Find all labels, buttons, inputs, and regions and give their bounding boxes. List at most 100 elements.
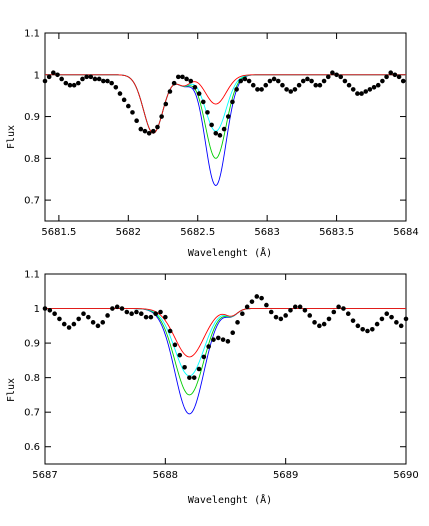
y-tick-label: 1 bbox=[34, 70, 40, 81]
observed-point bbox=[206, 344, 211, 349]
observed-point bbox=[345, 311, 351, 317]
observed-point bbox=[113, 85, 119, 90]
y-tick-label: 0.8 bbox=[24, 154, 40, 165]
observed-point bbox=[273, 314, 279, 320]
observed-point bbox=[288, 307, 293, 313]
observed-point bbox=[121, 97, 127, 103]
observed-point bbox=[244, 304, 250, 310]
observed-point bbox=[296, 82, 302, 88]
observed-point bbox=[196, 366, 202, 372]
observed-point bbox=[51, 70, 56, 75]
observed-point bbox=[384, 74, 389, 80]
observed-point bbox=[263, 82, 269, 88]
observed-point bbox=[196, 91, 202, 96]
observed-point bbox=[46, 74, 52, 80]
y-tick-label: 0.9 bbox=[24, 339, 40, 350]
observed-point bbox=[177, 352, 183, 358]
observed-point bbox=[66, 325, 72, 330]
observed-point bbox=[187, 375, 192, 380]
observed-point bbox=[350, 318, 356, 323]
observed-point bbox=[148, 314, 154, 320]
observed-point bbox=[355, 323, 361, 329]
observed-point bbox=[278, 316, 284, 322]
observed-point bbox=[235, 320, 240, 325]
observed-point bbox=[220, 337, 226, 342]
observed-point bbox=[313, 82, 319, 88]
observed-point bbox=[292, 304, 298, 310]
observed-point bbox=[52, 311, 57, 317]
observed-point bbox=[55, 72, 60, 78]
observed-point bbox=[92, 76, 98, 82]
observed-point bbox=[230, 99, 235, 105]
observed-point bbox=[280, 82, 285, 88]
observed-point bbox=[155, 124, 160, 130]
observed-point bbox=[398, 323, 404, 329]
observed-point bbox=[249, 299, 255, 304]
x-tick-label: 5689 bbox=[273, 470, 298, 481]
observed-point bbox=[167, 328, 173, 334]
observed-point bbox=[182, 364, 187, 370]
observed-point bbox=[163, 101, 169, 107]
observed-point bbox=[159, 114, 164, 119]
observed-point bbox=[321, 78, 327, 84]
observed-point bbox=[375, 82, 381, 88]
observed-point bbox=[246, 78, 252, 84]
observed-point bbox=[336, 304, 341, 310]
observed-point bbox=[200, 99, 206, 105]
observed-point bbox=[76, 80, 81, 86]
observed-point bbox=[81, 311, 86, 317]
y-tick-label: 1 bbox=[34, 304, 40, 315]
x-tick-label: 5687 bbox=[32, 470, 57, 481]
observed-point bbox=[105, 78, 110, 84]
observed-point bbox=[86, 314, 91, 320]
observed-point bbox=[388, 70, 394, 75]
observed-point bbox=[76, 316, 81, 322]
observed-point bbox=[134, 309, 139, 315]
observed-point bbox=[264, 302, 269, 308]
observed-point bbox=[365, 328, 370, 334]
observed-point bbox=[371, 85, 377, 90]
observed-point bbox=[57, 316, 62, 322]
observed-point bbox=[96, 76, 102, 82]
observed-point bbox=[61, 321, 67, 327]
observed-point bbox=[275, 78, 281, 84]
observed-point bbox=[158, 309, 163, 315]
y-axis-label-top: Flux bbox=[6, 125, 17, 149]
observed-point bbox=[213, 130, 219, 136]
observed-point bbox=[188, 78, 194, 84]
observed-point bbox=[221, 126, 227, 132]
observed-point bbox=[292, 87, 298, 92]
observed-point bbox=[134, 118, 139, 124]
observed-point bbox=[142, 128, 148, 134]
x-tick-label: 5690 bbox=[393, 470, 418, 481]
y-tick-label: 1.1 bbox=[24, 270, 40, 281]
observed-point bbox=[67, 82, 73, 88]
observed-point bbox=[129, 311, 134, 317]
observed-point bbox=[284, 87, 289, 92]
x-tick-label: 5681.5 bbox=[41, 227, 76, 238]
panel-top: 5681.5 5682 5682.5 5683 5683.5 5684 0.7 0.8 0.9 1… bbox=[6, 29, 419, 260]
observed-point bbox=[172, 342, 178, 348]
observed-point bbox=[211, 337, 216, 342]
observed-point bbox=[146, 130, 152, 136]
observed-point bbox=[317, 82, 323, 88]
observed-point bbox=[42, 78, 48, 84]
observed-point bbox=[300, 78, 306, 84]
observed-point bbox=[217, 133, 223, 138]
x-tick-label: 5683 bbox=[254, 227, 279, 238]
observed-point bbox=[163, 314, 168, 320]
observed-point bbox=[355, 91, 360, 96]
observed-point bbox=[42, 306, 48, 311]
observed-point bbox=[379, 316, 385, 322]
observed-point bbox=[238, 78, 244, 84]
y-axis-label-bottom: Flux bbox=[6, 378, 17, 402]
observed-point bbox=[101, 78, 106, 84]
observed-point bbox=[119, 306, 125, 311]
observed-point bbox=[403, 316, 409, 322]
panel-bottom: 5687 5688 5689 5690 0.6 0.7 0.8 0.9 1 1.1 Wavelen… bbox=[6, 270, 419, 507]
x-tick-label: 5682.5 bbox=[180, 227, 215, 238]
observed-point bbox=[312, 320, 317, 325]
plot-area-bottom: 5687 5688 5689 5690 0.6 0.7 0.8 0.9 1 1.1 bbox=[24, 270, 419, 482]
plot-frame-top bbox=[44, 32, 407, 222]
